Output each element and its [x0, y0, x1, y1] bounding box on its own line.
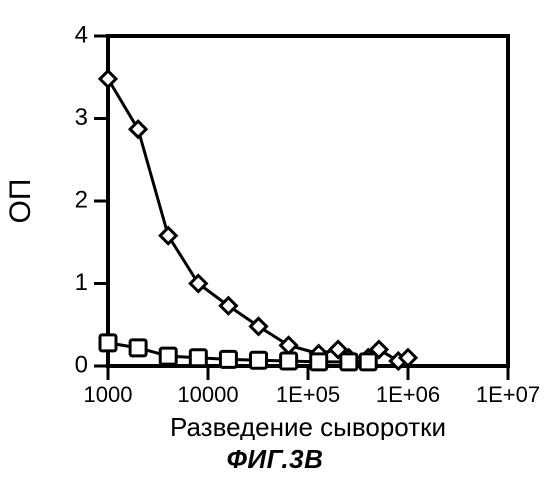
yaxis-label: ОП — [4, 179, 37, 224]
square-marker — [281, 353, 297, 369]
diamond-marker — [281, 337, 297, 353]
plot-border — [108, 36, 508, 366]
diamond-marker — [100, 71, 116, 87]
ytick-label: 2 — [75, 186, 88, 213]
diamond-marker — [130, 121, 146, 137]
square-marker — [190, 350, 206, 366]
xaxis-label: Разведение сыворотки — [170, 412, 446, 440]
ytick-label: 0 — [75, 351, 88, 378]
xtick-label: 10000 — [177, 382, 238, 407]
xtick-label: 1E+06 — [376, 382, 440, 407]
diamond-marker — [160, 228, 176, 244]
ytick-label: 1 — [75, 269, 88, 296]
xtick-label: 1E+05 — [276, 382, 340, 407]
xtick-label: 1000 — [84, 382, 133, 407]
square-marker — [220, 351, 236, 367]
square-marker — [100, 335, 116, 351]
figure-caption: ФИГ.3В — [0, 444, 550, 475]
ytick-label: 4 — [75, 21, 88, 48]
ytick-label: 3 — [75, 104, 88, 131]
chart-svg: 0 1 2 3 4 1000 10000 1E+05 1E+06 1E+07 ОП Разведени… — [0, 0, 550, 440]
square-marker — [251, 352, 267, 368]
square-marker — [341, 354, 357, 370]
xtick-label: 1E+07 — [476, 382, 540, 407]
square-marker — [311, 354, 327, 370]
square-marker — [130, 340, 146, 356]
square-marker — [360, 354, 376, 370]
square-marker — [160, 348, 176, 364]
figure-container: 0 1 2 3 4 1000 10000 1E+05 1E+06 1E+07 ОП Разведени… — [0, 0, 550, 500]
